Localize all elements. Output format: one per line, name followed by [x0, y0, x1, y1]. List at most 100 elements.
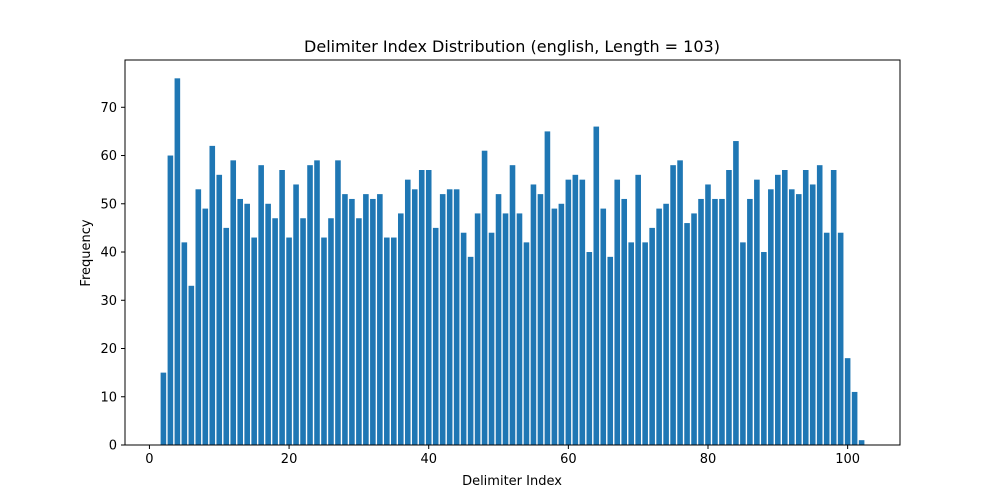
bar-71	[642, 242, 648, 445]
y-tick-label: 50	[100, 197, 117, 212]
bar-92	[788, 189, 795, 445]
bar-85	[740, 242, 746, 445]
y-tick-label: 10	[100, 390, 117, 405]
y-tick-label: 40	[100, 246, 117, 261]
x-axis-ticks: 0 20 40 60 80 100	[145, 445, 860, 467]
bar-60	[565, 179, 572, 445]
bar-46	[467, 256, 474, 445]
bar-88	[761, 252, 767, 445]
bar-77	[684, 223, 690, 445]
bar-82	[719, 198, 725, 445]
bar-84	[733, 141, 739, 446]
bar-15	[251, 237, 257, 445]
y-axis-label: Frequency	[79, 219, 94, 286]
bar-98	[830, 170, 837, 445]
bar-50	[495, 194, 502, 445]
bar-79	[698, 198, 704, 445]
bar-56	[537, 194, 544, 445]
bar-17	[265, 203, 271, 445]
bar-63	[586, 252, 593, 445]
bar-30	[356, 218, 362, 445]
bar-66	[607, 256, 614, 445]
bar-81	[712, 198, 718, 445]
bar-36	[398, 213, 404, 445]
bar-33	[377, 194, 383, 445]
bar-51	[502, 213, 509, 445]
bar-54	[523, 242, 530, 445]
bars-group	[160, 78, 865, 446]
bar-35	[391, 237, 397, 445]
y-tick-label: 70	[100, 101, 117, 116]
bar-64	[593, 126, 600, 445]
bar-12	[230, 160, 237, 445]
bar-14	[244, 203, 250, 445]
bar-68	[621, 198, 628, 445]
bar-27	[335, 160, 341, 445]
bar-26	[328, 218, 334, 445]
bar-72	[649, 227, 655, 445]
chart-title: Delimiter Index Distribution (english, L…	[304, 37, 720, 56]
bar-6	[188, 285, 195, 445]
bar-52	[509, 165, 516, 445]
bar-59	[558, 203, 565, 445]
bar-95	[809, 184, 816, 445]
bar-93	[795, 194, 802, 445]
bar-49	[488, 232, 495, 445]
bar-65	[600, 208, 607, 445]
bar-94	[802, 170, 809, 445]
bar-75	[670, 165, 676, 445]
bar-22	[300, 218, 306, 445]
bar-13	[237, 198, 243, 445]
bar-87	[754, 179, 760, 445]
bar-9	[209, 145, 216, 445]
bar-97	[823, 232, 830, 445]
bar-42	[439, 194, 446, 445]
bar-5	[181, 242, 188, 445]
x-tick-label: 100	[835, 452, 860, 467]
bar-19	[279, 170, 285, 445]
x-axis-label: Delimiter Index	[462, 474, 562, 489]
bar-31	[363, 194, 369, 445]
bar-86	[747, 198, 753, 445]
bar-34	[384, 237, 390, 445]
bar-89	[768, 189, 774, 445]
bar-24	[314, 160, 320, 445]
bar-41	[432, 227, 439, 445]
x-tick-label: 80	[700, 452, 717, 467]
y-axis-ticks: 0 10 20 30 40 50 60 70	[100, 101, 125, 454]
bar-21	[293, 184, 299, 445]
x-tick-label: 20	[281, 452, 298, 467]
bar-90	[775, 174, 781, 445]
x-tick-label: 40	[420, 452, 437, 467]
bar-99	[837, 232, 844, 445]
bar-20	[286, 237, 292, 445]
bar-44	[453, 189, 460, 445]
bar-91	[782, 170, 788, 445]
bar-37	[404, 179, 411, 445]
bar-69	[628, 242, 634, 445]
bar-16	[258, 165, 264, 445]
bar-70	[635, 174, 641, 445]
bar-25	[321, 237, 327, 445]
bar-101	[851, 391, 858, 445]
y-tick-label: 0	[109, 439, 117, 454]
bar-76	[677, 160, 683, 445]
bar-23	[307, 165, 313, 445]
bar-58	[551, 208, 558, 445]
bar-10	[216, 174, 223, 445]
bar-28	[342, 194, 348, 445]
x-tick-label: 60	[560, 452, 577, 467]
bar-96	[816, 165, 823, 445]
bar-61	[572, 174, 579, 445]
x-tick-label: 0	[145, 452, 153, 467]
bar-67	[614, 179, 621, 445]
bar-74	[663, 203, 669, 445]
bar-2	[160, 372, 167, 445]
bar-53	[516, 213, 523, 445]
bar-4	[174, 78, 181, 445]
bar-57	[544, 131, 551, 445]
bar-7	[195, 189, 202, 445]
y-tick-label: 20	[100, 342, 117, 357]
